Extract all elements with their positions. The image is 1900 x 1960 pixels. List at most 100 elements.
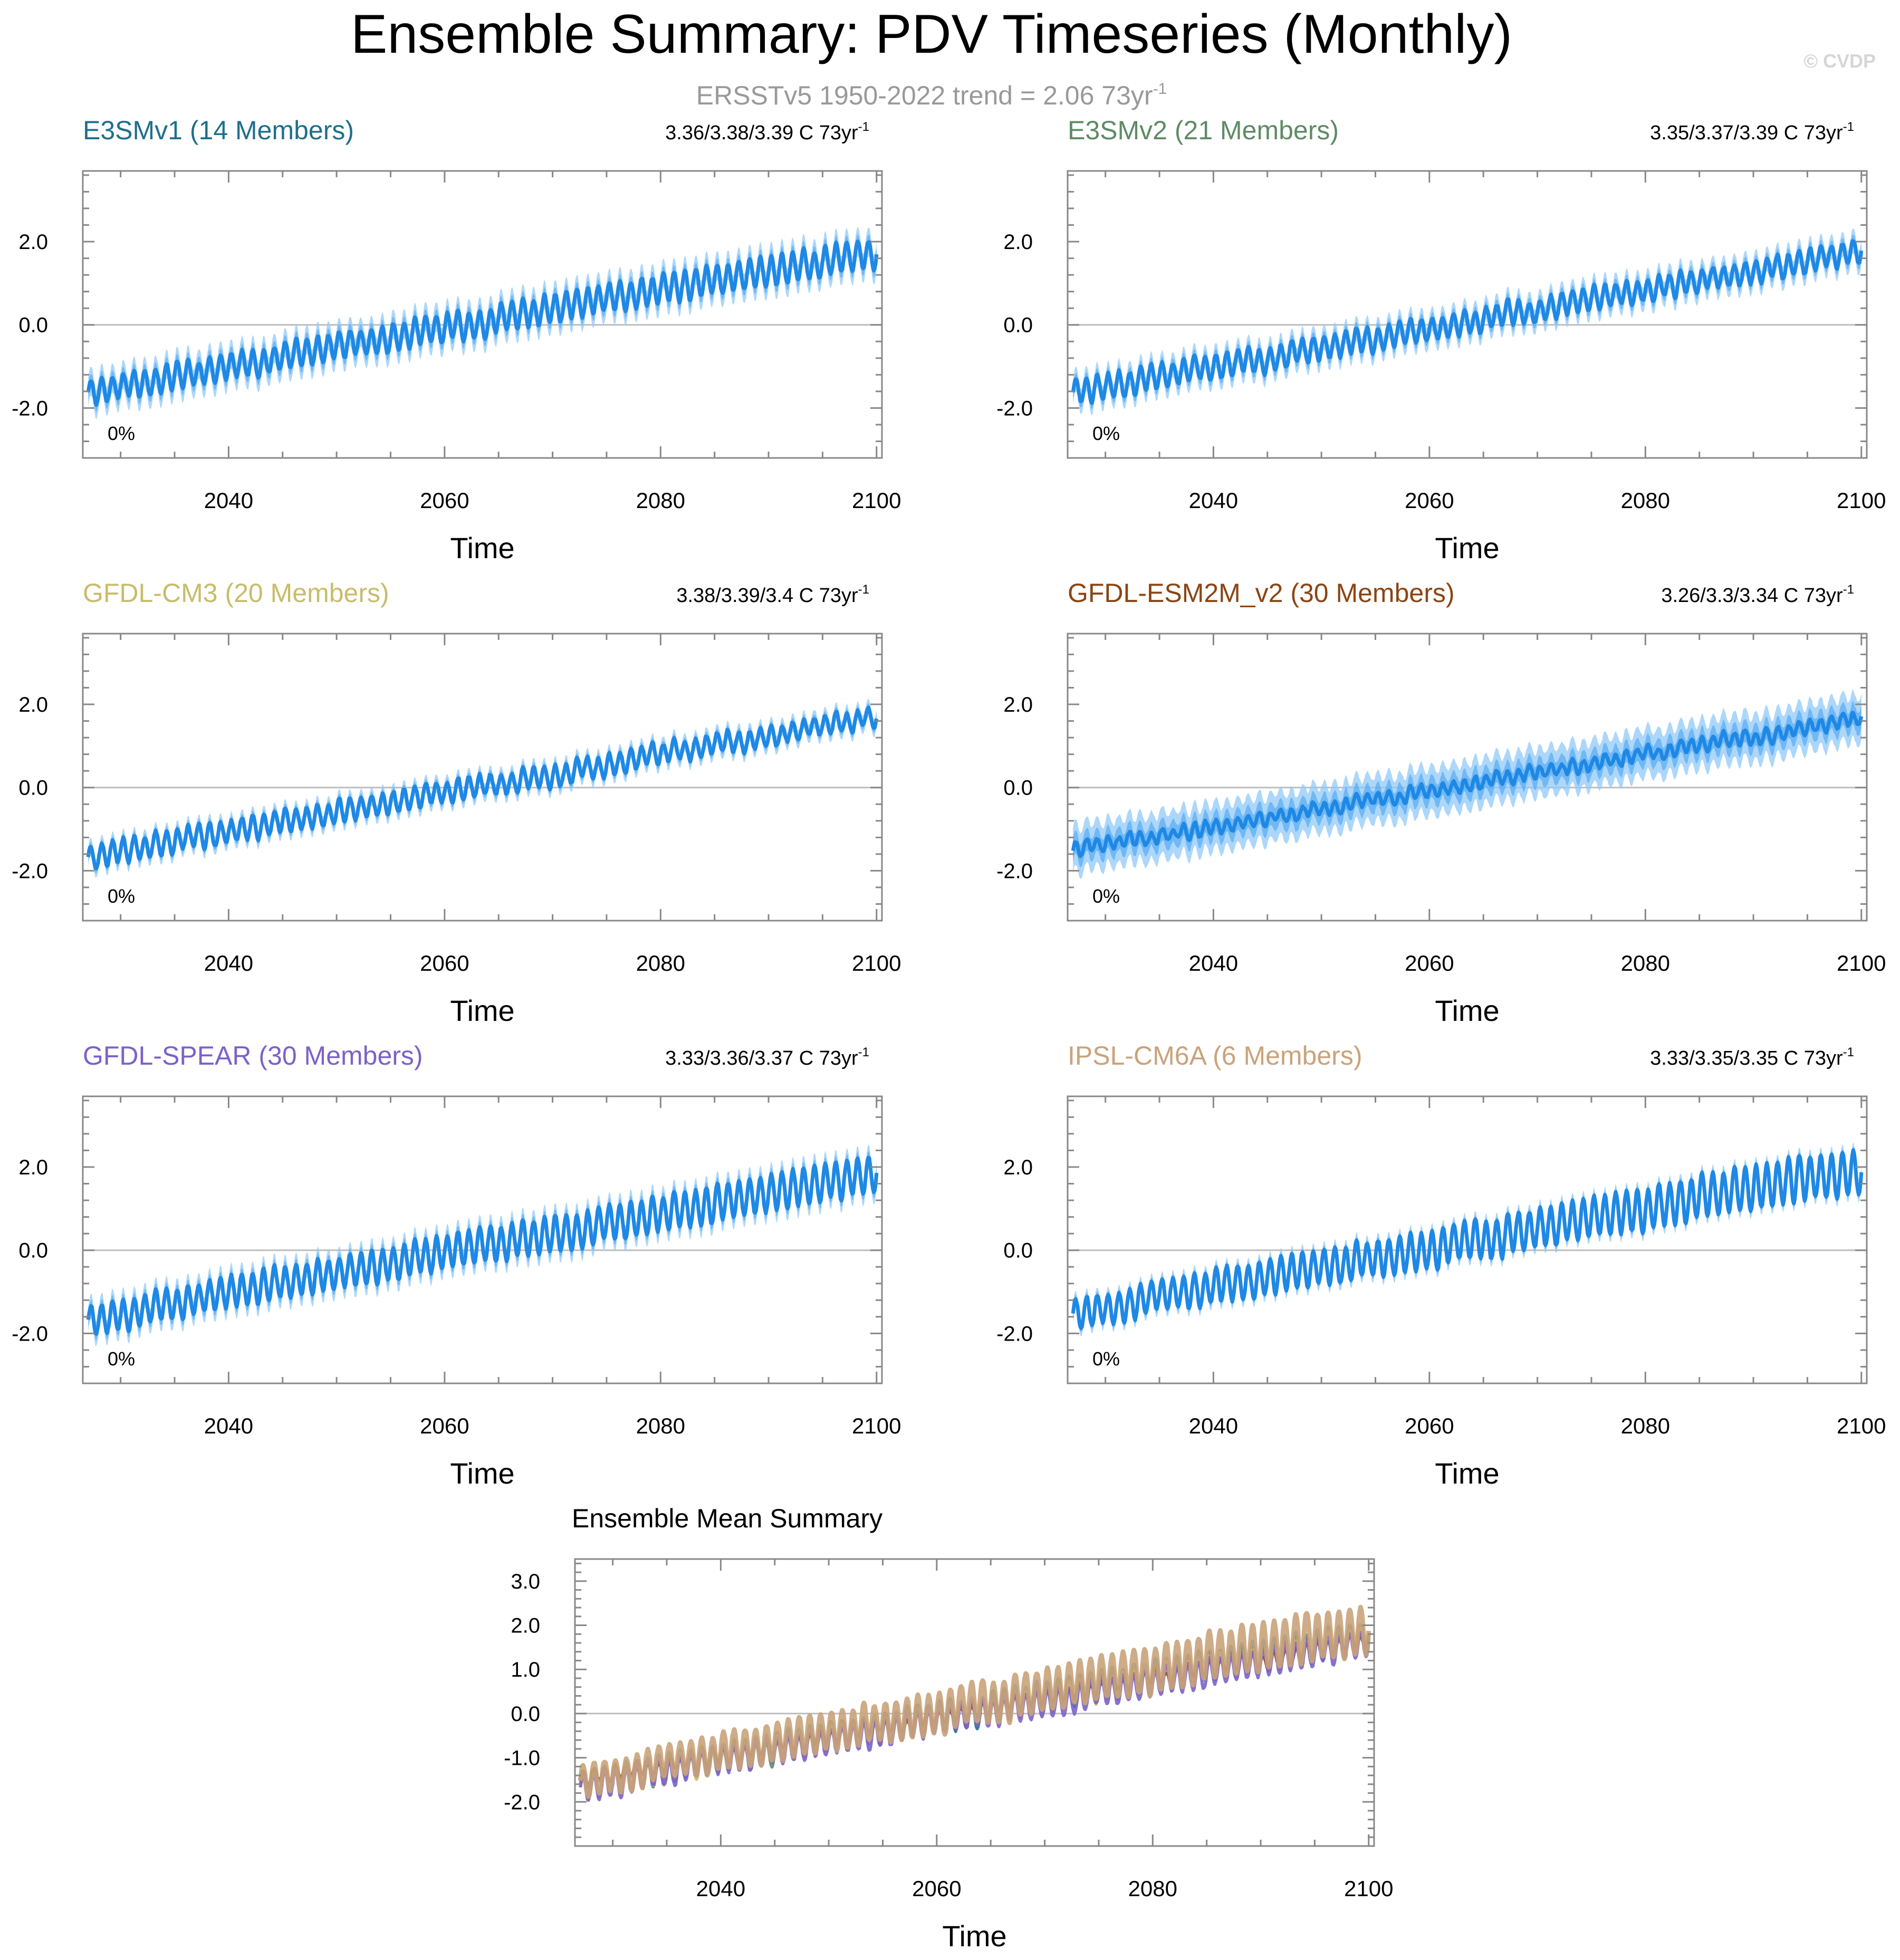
plot-frame: [82, 1095, 883, 1384]
x-tick-label: 2060: [1405, 488, 1454, 513]
y-tick-label: 2.0: [1003, 693, 1033, 716]
panel-trend-text: 3.26/3.3/3.34 C 73yr-1: [1661, 582, 1854, 607]
x-tick-label: 2080: [636, 951, 685, 976]
chart-panel-7: Ensemble Mean Summary 2040 2060 2080 2100 -2.…: [504, 1504, 1393, 1953]
plot-frame: [1067, 633, 1868, 922]
figure-subtitle-text: ERSSTv5 1950-2022 trend = 2.06 73yr: [696, 81, 1153, 110]
x-tick-label: 2100: [1837, 488, 1886, 513]
panel-trend-text: 3.33/3.35/3.35 C 73yr-1: [1650, 1045, 1854, 1069]
y-tick-label: 2.0: [18, 1156, 48, 1179]
y-tick-label: -2.0: [504, 1791, 540, 1814]
chart-panel-1: E3SMv1 (14 Members) 3.36/3.38/3.39 C 73yr…: [12, 116, 901, 565]
panel-title: E3SMv1 (14 Members): [83, 116, 354, 145]
x-tick-label: 2100: [852, 951, 901, 976]
plot-frame: [82, 633, 883, 922]
corner-label: 0%: [108, 423, 135, 444]
x-tick-label: 2100: [1344, 1876, 1393, 1901]
x-tick-label: 2060: [420, 488, 469, 513]
x-tick-label: 2040: [696, 1876, 745, 1901]
series-line: [86, 1155, 879, 1336]
y-tick-label: -2.0: [12, 859, 48, 883]
plot-frame: [574, 1558, 1375, 1847]
panel-title: GFDL-SPEAR (30 Members): [83, 1041, 423, 1070]
y-tick-label: -2.0: [996, 397, 1033, 420]
series-line: [86, 705, 879, 871]
figure-subtitle: ERSSTv5 1950-2022 trend = 2.06 73yr-1: [696, 80, 1167, 110]
y-tick-label: 2.0: [511, 1614, 540, 1638]
figure-title: Ensemble Summary: PDV Timeseries (Monthl…: [351, 4, 1512, 65]
plot-frame: [1067, 1095, 1868, 1384]
x-tick-label: 2080: [1621, 951, 1670, 976]
y-tick-label: 3.0: [511, 1570, 540, 1593]
x-axis-label: Time: [450, 994, 514, 1027]
chart-panel-4: GFDL-ESM2M_v2 (30 Members) 3.26/3.3/3.34 …: [996, 578, 1886, 1027]
x-axis-label: Time: [450, 531, 514, 565]
x-tick-label: 2060: [420, 951, 469, 976]
x-tick-label: 2100: [1837, 951, 1886, 976]
y-tick-label: 0.0: [511, 1703, 540, 1726]
plot-frame: [82, 170, 883, 459]
chart-panel-6: IPSL-CM6A (6 Members) 3.33/3.35/3.35 C 73…: [996, 1041, 1886, 1490]
x-tick-label: 2080: [636, 1413, 685, 1438]
x-tick-label: 2060: [1405, 1413, 1454, 1438]
panel-title: E3SMv2 (21 Members): [1068, 116, 1339, 145]
trend-value: 3.36/3.38/3.39 C 73yr: [665, 122, 858, 144]
x-tick-label: 2040: [1189, 951, 1238, 976]
y-tick-label: 2.0: [18, 231, 48, 254]
watermark: © CVDP: [1803, 50, 1876, 72]
y-tick-label: -2.0: [12, 397, 48, 420]
y-tick-label: 0.0: [1003, 314, 1033, 337]
plot-frame: [1067, 170, 1868, 459]
x-tick-label: 2100: [1837, 1413, 1886, 1438]
panel-title: IPSL-CM6A (6 Members): [1068, 1041, 1362, 1070]
x-axis-label: Time: [450, 1457, 514, 1490]
y-tick-label: 2.0: [18, 693, 48, 716]
trend-sup: -1: [1843, 1045, 1854, 1059]
y-tick-label: -2.0: [12, 1322, 48, 1345]
trend-value: 3.38/3.39/3.4 C 73yr: [676, 585, 858, 607]
x-tick-label: 2040: [1189, 488, 1238, 513]
corner-label: 0%: [108, 885, 135, 907]
chart-panel-3: GFDL-CM3 (20 Members) 3.38/3.39/3.4 C 73y…: [12, 578, 901, 1027]
corner-label: 0%: [108, 1348, 135, 1370]
y-tick-label: 0.0: [1003, 1239, 1033, 1263]
chart-panel-2: E3SMv2 (21 Members) 3.35/3.37/3.39 C 73yr…: [996, 116, 1886, 565]
x-tick-label: 2060: [420, 1413, 469, 1438]
trend-sup: -1: [1843, 582, 1854, 597]
x-tick-label: 2040: [204, 951, 253, 976]
y-tick-label: 2.0: [1003, 231, 1033, 254]
panel-title: GFDL-ESM2M_v2 (30 Members): [1068, 578, 1455, 608]
series-line: [1071, 1148, 1864, 1331]
figure-subtitle-sup: -1: [1153, 80, 1167, 98]
panel-title: GFDL-CM3 (20 Members): [83, 578, 389, 608]
x-tick-label: 2080: [1621, 488, 1670, 513]
y-tick-label: 1.0: [511, 1658, 540, 1681]
y-tick-label: -1.0: [504, 1747, 540, 1770]
corner-label: 0%: [1092, 1348, 1120, 1370]
x-tick-label: 2040: [204, 488, 253, 513]
x-tick-label: 2040: [1189, 1413, 1238, 1438]
y-tick-label: 0.0: [1003, 777, 1033, 800]
y-tick-label: 0.0: [18, 777, 48, 800]
series-line: [1071, 239, 1864, 405]
y-tick-label: -2.0: [996, 859, 1033, 883]
panel-trend-text: 3.36/3.38/3.39 C 73yr-1: [665, 120, 869, 144]
trend-sup: -1: [858, 582, 869, 597]
panel-trend-text: 3.38/3.39/3.4 C 73yr-1: [676, 582, 869, 607]
x-tick-label: 2040: [204, 1413, 253, 1438]
x-axis-label: Time: [1435, 994, 1499, 1027]
chart-panel-5: GFDL-SPEAR (30 Members) 3.33/3.36/3.37 C …: [12, 1041, 901, 1490]
panel-trend-text: 3.33/3.36/3.37 C 73yr-1: [665, 1045, 869, 1069]
series-line: [1071, 711, 1864, 858]
x-axis-label: Time: [942, 1919, 1006, 1953]
corner-label: 0%: [1092, 885, 1120, 907]
trend-value: 3.26/3.3/3.34 C 73yr: [1661, 585, 1843, 607]
y-tick-label: 0.0: [18, 1239, 48, 1263]
y-tick-label: 2.0: [1003, 1156, 1033, 1179]
x-tick-label: 2080: [636, 488, 685, 513]
x-tick-label: 2080: [1621, 1413, 1670, 1438]
trend-value: 3.35/3.37/3.39 C 73yr: [1650, 122, 1843, 144]
panel-title: Ensemble Mean Summary: [572, 1504, 882, 1533]
x-tick-label: 2060: [912, 1876, 961, 1901]
trend-value: 3.33/3.36/3.37 C 73yr: [665, 1047, 858, 1069]
